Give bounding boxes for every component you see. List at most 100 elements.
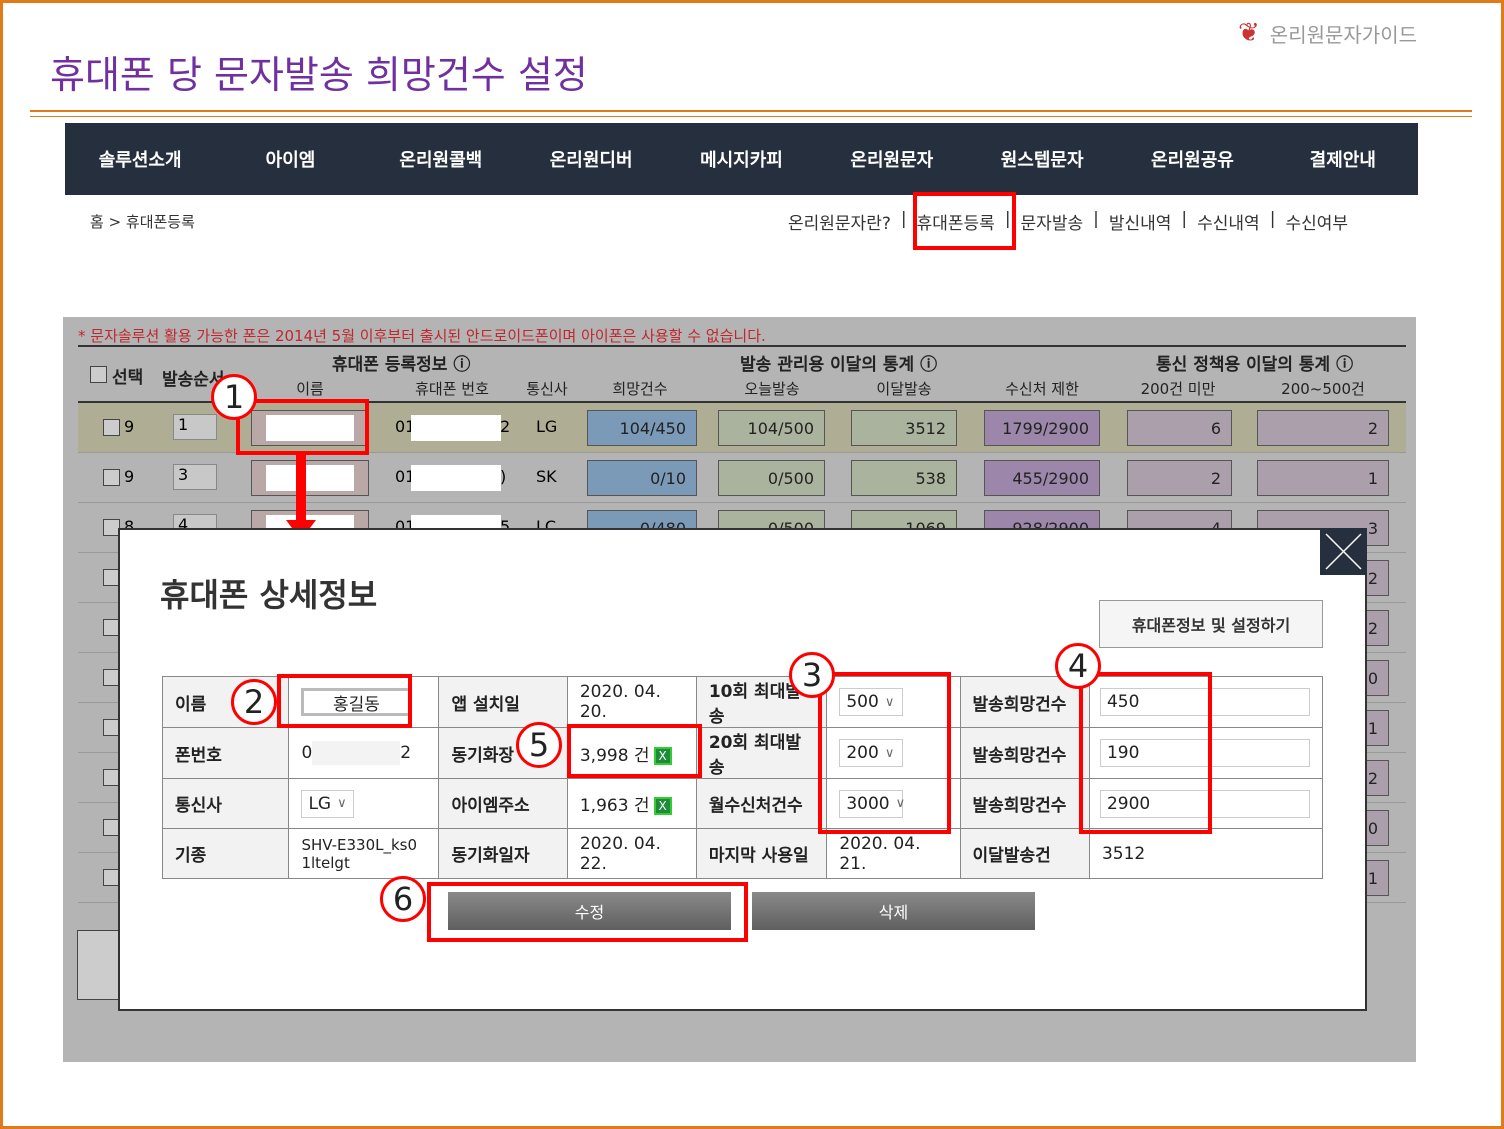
col-header: 수신처 제한 bbox=[1005, 380, 1079, 398]
highlight-box bbox=[236, 399, 369, 455]
row-checkbox[interactable] bbox=[103, 469, 120, 486]
table-row[interactable]: 9 3 01) SK 0/10 0/500 538 455/2900 2 1 bbox=[78, 453, 1406, 503]
wish-count-input[interactable]: 190 bbox=[1099, 739, 1310, 767]
nav-item[interactable]: 솔루션소개 bbox=[98, 150, 182, 171]
settings-button[interactable]: 휴대폰정보 및 설정하기 bbox=[1099, 600, 1323, 648]
col-header: 200건 미만 bbox=[1140, 380, 1216, 398]
row-checkbox[interactable] bbox=[103, 419, 120, 436]
bottom-button[interactable] bbox=[77, 930, 122, 1000]
delete-button[interactable]: 삭제 bbox=[752, 892, 1035, 930]
name-input[interactable] bbox=[251, 460, 369, 496]
table-row[interactable]: 9 1 01 2 LG 104/450 104/500 3512 1799/2900 6 2 bbox=[78, 403, 1406, 453]
chevron-down-icon: ∨ bbox=[884, 694, 895, 710]
excel-icon[interactable]: X bbox=[653, 797, 672, 815]
highlight-box bbox=[913, 192, 1016, 250]
nav-item[interactable]: 결제안내 bbox=[1309, 150, 1376, 171]
detail-label: 폰번호 bbox=[161, 727, 290, 779]
value: 10회 최대발송 bbox=[708, 682, 801, 727]
divider bbox=[30, 116, 1472, 117]
value: 발송희망건수 bbox=[972, 694, 1067, 715]
value: 2900 bbox=[1106, 793, 1151, 814]
order-input[interactable]: 1 bbox=[173, 414, 217, 440]
wish-count-input[interactable]: 450 bbox=[1099, 688, 1310, 716]
phone-number: 01 bbox=[395, 467, 416, 486]
col-header: 통신사 bbox=[526, 380, 568, 398]
value: 발송희망건수 bbox=[972, 745, 1067, 766]
max-send-select[interactable]: 200 ∨ bbox=[839, 739, 904, 767]
detail-value: 2020. 04. 20. bbox=[566, 676, 697, 728]
value: 190 bbox=[1106, 743, 1140, 763]
stat-month: 538 bbox=[851, 460, 957, 496]
nav-item[interactable]: 온리원콜백 bbox=[399, 150, 483, 171]
row-number: 9 bbox=[124, 467, 135, 486]
detail-value: 홍길동 bbox=[288, 676, 440, 728]
subnav-item[interactable]: 수신여부 bbox=[1285, 214, 1348, 234]
stat-r200_500: 1 bbox=[1257, 460, 1389, 496]
logo-text: 온리원문자가이드 bbox=[1269, 22, 1417, 47]
page-title: 휴대폰 당 문자발송 희망건수 설정 bbox=[50, 53, 588, 97]
subnav-item[interactable]: 온리원문자란? bbox=[788, 214, 891, 234]
excel-icon[interactable]: X bbox=[653, 746, 672, 765]
nav-item[interactable]: 온리원디버 bbox=[549, 150, 633, 171]
divider bbox=[78, 345, 1406, 347]
nav-item[interactable]: 원스텝문자 bbox=[1000, 150, 1084, 171]
detail-label: 동기화일자 bbox=[438, 828, 568, 879]
row-checkbox[interactable] bbox=[103, 519, 120, 536]
value: LG bbox=[308, 793, 332, 814]
detail-value: 2900 bbox=[1088, 778, 1324, 829]
nav-item[interactable]: 온리원문자 bbox=[850, 150, 934, 171]
value: 동기화장 bbox=[451, 745, 514, 766]
value: 이달발송건 bbox=[972, 846, 1051, 866]
detail-value: 500 ∨ bbox=[826, 676, 961, 728]
stat-month: 3512 bbox=[851, 410, 957, 446]
nav-item[interactable]: 메시지카피 bbox=[700, 150, 783, 171]
group-send-stats: 발송 관리용 이달의 통계 ⓘ bbox=[740, 355, 938, 375]
highlight-box bbox=[567, 724, 702, 778]
wish-count-input[interactable]: 2900 bbox=[1099, 789, 1310, 818]
col-header: 오늘발송 bbox=[744, 380, 800, 398]
subnav-item[interactable]: 수신내역 bbox=[1197, 214, 1260, 234]
name-input[interactable] bbox=[251, 410, 369, 446]
col-select: 선택 bbox=[112, 368, 144, 388]
name-input[interactable]: 홍길동 bbox=[301, 688, 412, 716]
nav-item[interactable]: 온리원공유 bbox=[1151, 150, 1234, 171]
order-input[interactable]: 3 bbox=[173, 464, 217, 490]
detail-label: 이달발송건 bbox=[959, 828, 1090, 879]
breadcrumb: 홈 > 휴대폰등록 bbox=[90, 213, 195, 231]
divider bbox=[30, 110, 1472, 112]
highlight-box bbox=[427, 882, 748, 942]
detail-row: 통신사 LG ∨ 아이엠주소 1,963 건 X 월수신처건수 3000 ∨ 발송희망건수 2900 bbox=[161, 778, 1324, 829]
chevron-down-icon: ∨ bbox=[895, 796, 906, 811]
subnav-item[interactable]: 발신내역 bbox=[1108, 214, 1172, 234]
nav-item[interactable]: 아이엠 bbox=[265, 150, 316, 171]
value: 2020. 04. 21. bbox=[839, 833, 921, 874]
value: 아이엠주소 bbox=[451, 796, 530, 816]
close-button[interactable] bbox=[1320, 528, 1367, 575]
detail-value: 2020. 04. 21. bbox=[826, 828, 961, 879]
carrier-select[interactable]: LG ∨ bbox=[301, 789, 354, 818]
value: 1,963 건 bbox=[579, 796, 650, 816]
select-all-checkbox[interactable] bbox=[90, 366, 107, 383]
value: 3000 bbox=[846, 793, 890, 814]
max-send-select[interactable]: 3000 ∨ bbox=[839, 789, 906, 818]
subnav-item[interactable]: 휴대폰등록 bbox=[916, 214, 995, 234]
phone-end: 2 bbox=[400, 743, 412, 763]
value: 마지막 사용일 bbox=[708, 846, 809, 866]
col-header: 이름 bbox=[296, 380, 324, 398]
logo: ❦ 온리원문자가이드 bbox=[1238, 18, 1417, 48]
stat-lt200: 6 bbox=[1127, 410, 1232, 446]
max-send-select[interactable]: 500 ∨ bbox=[839, 688, 904, 716]
subnav-item[interactable]: 문자발송 bbox=[1020, 214, 1084, 234]
stat-limit: 455/2900 bbox=[984, 460, 1100, 496]
edit-button[interactable]: 수정 bbox=[448, 892, 731, 930]
main-nav: 솔루션소개 아이엠 온리원콜백 온리원디버 메시지카피 온리원문자 원스텝문자 온리원공유 결제… bbox=[65, 123, 1418, 195]
stat-wish: 0/10 bbox=[587, 460, 697, 496]
highlight-box bbox=[818, 672, 951, 834]
callout-number: 5 bbox=[516, 722, 562, 768]
detail-label: 발송희망건수 bbox=[959, 778, 1090, 829]
callout-number: 1 bbox=[211, 374, 257, 420]
stat-limit: 1799/2900 bbox=[984, 410, 1100, 446]
detail-value: 200 ∨ bbox=[826, 727, 961, 779]
detail-label: 월수신처건수 bbox=[695, 778, 828, 829]
